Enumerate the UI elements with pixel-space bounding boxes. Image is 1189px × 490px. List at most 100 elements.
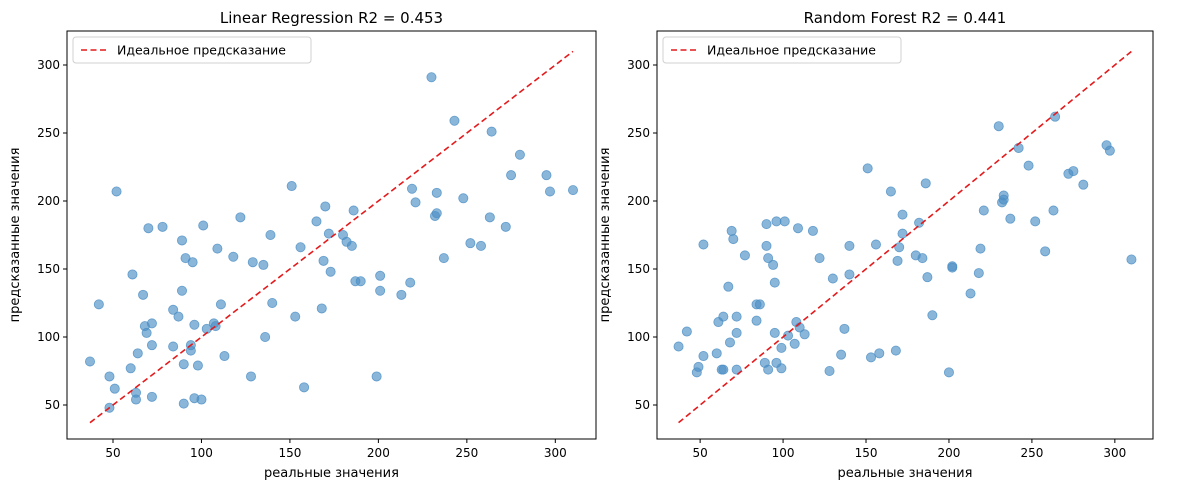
data-point <box>141 327 152 338</box>
data-point <box>761 240 772 251</box>
data-point <box>776 342 787 353</box>
data-point <box>943 367 954 378</box>
plot-frame <box>66 30 597 440</box>
data-point <box>396 289 407 300</box>
data-point <box>731 364 742 375</box>
data-point <box>192 360 203 371</box>
data-point <box>247 257 258 268</box>
data-point <box>157 221 168 232</box>
legend: Идеальное предсказание <box>662 36 902 64</box>
data-point <box>265 229 276 240</box>
data-point <box>763 253 774 264</box>
data-point <box>127 269 138 280</box>
y-tick-label: 150 <box>37 262 60 276</box>
data-point <box>168 304 179 315</box>
y-tick-label: 150 <box>627 262 650 276</box>
chart-title: Linear Regression R2 = 0.453 <box>220 9 443 27</box>
data-point <box>299 382 310 393</box>
data-point <box>783 330 794 341</box>
data-point <box>761 219 772 230</box>
x-tick-label: 300 <box>1103 446 1126 460</box>
x-tick-label: 250 <box>1020 446 1043 460</box>
data-point <box>922 272 933 283</box>
y-tick-label: 300 <box>627 58 650 72</box>
data-point <box>890 345 901 356</box>
data-point <box>486 126 497 137</box>
data-point <box>375 270 386 281</box>
data-point <box>673 341 684 352</box>
data-point <box>215 299 226 310</box>
data-point <box>844 269 855 280</box>
data-point <box>799 329 810 340</box>
data-point <box>1050 111 1061 122</box>
x-axis-label: реальные значения <box>264 466 399 481</box>
data-point <box>235 212 246 223</box>
data-point <box>212 243 223 254</box>
data-point <box>1048 205 1059 216</box>
data-point <box>260 331 271 342</box>
ideal-prediction-line <box>89 50 574 424</box>
chart-title: Random Forest R2 = 0.441 <box>804 9 1007 27</box>
data-point <box>325 266 336 277</box>
legend-box <box>662 36 902 64</box>
data-point <box>449 115 460 126</box>
data-point <box>173 311 184 322</box>
data-point <box>927 310 938 321</box>
x-tick-label: 50 <box>105 446 120 460</box>
data-point <box>897 228 908 239</box>
data-point <box>973 268 984 279</box>
data-point <box>920 178 931 189</box>
data-point <box>793 223 804 234</box>
data-point <box>807 225 818 236</box>
data-point <box>318 255 329 266</box>
data-point <box>178 359 189 370</box>
data-point <box>751 315 762 326</box>
x-tick-label: 50 <box>692 446 707 460</box>
data-point <box>1040 246 1051 257</box>
data-point <box>410 197 421 208</box>
data-point <box>1104 145 1115 156</box>
x-tick-label: 200 <box>938 446 961 460</box>
x-tick-label: 150 <box>855 446 878 460</box>
data-point <box>1005 213 1016 224</box>
data-point <box>146 340 157 351</box>
data-point <box>286 181 297 192</box>
data-point <box>178 398 189 409</box>
data-point <box>198 220 209 231</box>
data-point <box>769 327 780 338</box>
plot-frame <box>656 30 1154 440</box>
data-point <box>500 221 511 232</box>
data-point <box>824 365 835 376</box>
legend-label: Идеальное предсказание <box>707 43 876 58</box>
data-point <box>484 212 495 223</box>
data-point <box>731 311 742 322</box>
data-point <box>320 201 331 212</box>
data-point <box>965 288 976 299</box>
data-point <box>776 363 787 374</box>
data-point <box>731 327 742 338</box>
y-tick-label: 100 <box>627 330 650 344</box>
data-point <box>978 205 989 216</box>
data-point <box>187 257 198 268</box>
data-point <box>168 341 179 352</box>
data-point <box>711 348 722 359</box>
data-point <box>718 364 729 375</box>
data-point <box>1126 254 1137 265</box>
data-point <box>698 351 709 362</box>
x-tick-label: 100 <box>772 446 795 460</box>
data-point <box>814 253 825 264</box>
data-point <box>316 303 327 314</box>
data-point <box>371 371 382 382</box>
data-point <box>545 186 556 197</box>
x-tick-label: 150 <box>278 446 301 460</box>
data-point <box>514 149 525 160</box>
data-point <box>726 225 737 236</box>
data-point <box>189 319 200 330</box>
x-tick-label: 250 <box>455 446 478 460</box>
data-point <box>763 364 774 375</box>
data-point <box>698 239 709 250</box>
data-point <box>568 185 579 196</box>
data-point <box>111 186 122 197</box>
y-axis-label: предсказанные значения <box>8 148 23 323</box>
